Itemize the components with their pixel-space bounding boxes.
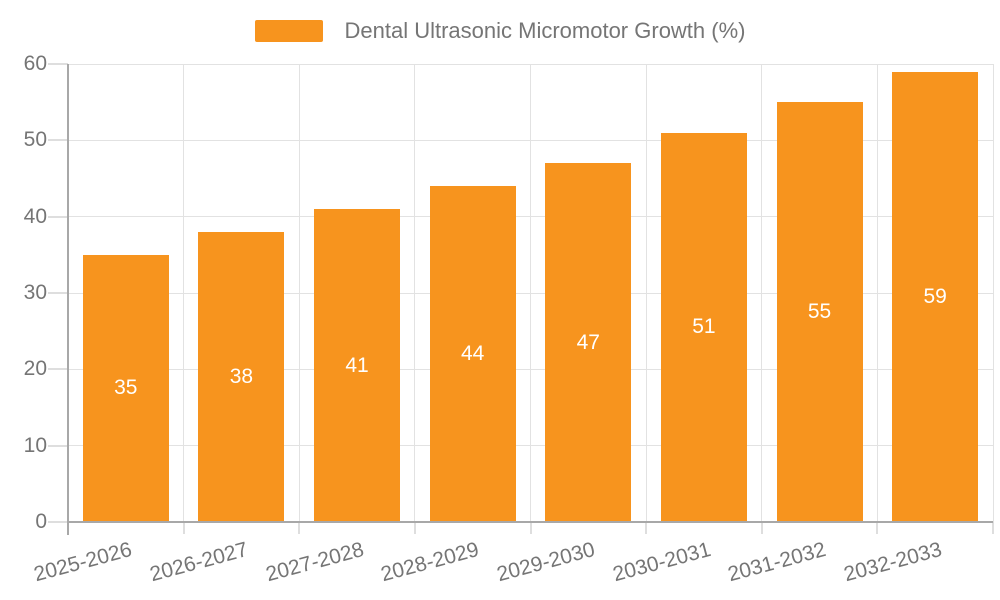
x-axis-label-text: 2026-2027 xyxy=(147,538,251,587)
bar-value-label: 41 xyxy=(345,353,369,377)
y-axis-tick xyxy=(48,444,68,447)
y-axis-label: 0 xyxy=(35,510,47,533)
x-axis-label-text: 2031-2032 xyxy=(725,538,829,587)
x-axis-tick xyxy=(529,522,532,534)
bar-value-label: 44 xyxy=(461,342,485,366)
y-axis-tick xyxy=(48,368,68,371)
chart-legend[interactable]: Dental Ultrasonic Micromotor Growth (%) xyxy=(0,18,1000,44)
bar-value-label: 55 xyxy=(807,300,832,324)
y-axis-tick xyxy=(48,215,68,218)
x-gridline xyxy=(298,64,300,522)
x-axis-label-text: 2027-2028 xyxy=(263,538,367,587)
y-axis-label: 40 xyxy=(23,204,47,228)
bar-value-label: 47 xyxy=(576,330,600,354)
y-axis-line xyxy=(67,64,69,535)
x-gridline xyxy=(530,64,531,522)
y-axis-label: 10 xyxy=(23,433,47,457)
x-axis-label-text: 2029-2030 xyxy=(494,538,598,587)
bar-value-label: 51 xyxy=(692,315,716,339)
y-axis-tick xyxy=(48,139,68,142)
x-axis-tick xyxy=(298,522,301,534)
x-axis-tick xyxy=(876,522,879,534)
y-axis-label: 50 xyxy=(23,128,47,152)
x-axis-line xyxy=(68,521,993,523)
x-axis-label-text: 2032-2033 xyxy=(841,538,945,587)
bar-value-label: 38 xyxy=(229,364,254,388)
bar[interactable] xyxy=(660,132,747,522)
y-axis-label: 60 xyxy=(23,52,47,75)
y-axis-label: 30 xyxy=(23,281,47,304)
x-axis-tick xyxy=(760,522,763,534)
x-axis-tick xyxy=(413,522,416,534)
bar[interactable] xyxy=(314,209,401,522)
x-gridline xyxy=(876,64,878,522)
x-axis-tick xyxy=(182,522,185,534)
x-gridline xyxy=(414,64,416,522)
y-axis-tick xyxy=(48,292,68,294)
y-axis-tick xyxy=(48,521,68,523)
bar[interactable] xyxy=(82,254,169,522)
bar[interactable] xyxy=(545,163,632,522)
bar[interactable] xyxy=(892,71,979,522)
legend-swatch xyxy=(254,20,323,42)
x-gridline xyxy=(761,64,763,522)
bar[interactable] xyxy=(198,231,285,522)
x-axis-label-text: 2030-2031 xyxy=(609,538,713,587)
x-gridline xyxy=(183,64,185,522)
x-gridline xyxy=(992,64,994,522)
bar[interactable] xyxy=(429,186,516,522)
x-axis-tick xyxy=(992,522,994,534)
bar-value-label: 59 xyxy=(923,284,947,308)
x-axis-label-text: 2025-2026 xyxy=(31,538,135,587)
y-axis-label: 20 xyxy=(23,357,47,381)
x-gridline xyxy=(645,64,647,522)
x-axis-tick xyxy=(645,522,648,534)
legend-label: Dental Ultrasonic Micromotor Growth (%) xyxy=(344,18,746,43)
bar-value-label: 35 xyxy=(114,376,138,400)
y-axis-tick xyxy=(48,63,68,65)
bar[interactable] xyxy=(776,102,863,522)
x-axis-label-text: 2028-2029 xyxy=(378,538,482,587)
